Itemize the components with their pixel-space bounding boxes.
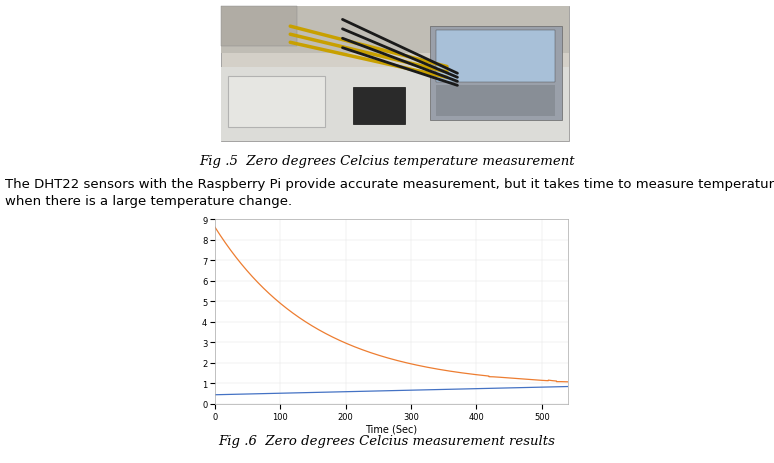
Text: Fig .6  Zero degrees Celcius measurement results: Fig .6 Zero degrees Celcius measurement … (218, 434, 556, 447)
Bar (221, 7, 569, 54)
Thermocouple (251, 391, 260, 397)
Thermocouple (563, 384, 573, 389)
Thermocouple (361, 388, 370, 394)
Bar (228, 77, 325, 128)
DHT22 (272, 297, 281, 303)
Bar (430, 27, 562, 121)
Text: when there is a large temperature change.: when there is a large temperature change… (5, 194, 292, 207)
Text: Fig .5  Zero degrees Celcius temperature measurement: Fig .5 Zero degrees Celcius temperature … (199, 155, 575, 168)
Thermocouple (519, 385, 528, 390)
Bar (221, 7, 297, 47)
Text: The DHT22 sensors with the Raspberry Pi provide accurate measurement, but it tak: The DHT22 sensors with the Raspberry Pi … (5, 178, 774, 191)
DHT22 (251, 277, 260, 283)
DHT22 (563, 379, 573, 385)
Bar (353, 88, 406, 125)
X-axis label: Time (Sec): Time (Sec) (365, 424, 417, 433)
Line: Thermocouple: Thermocouple (215, 387, 568, 395)
Bar (221, 7, 569, 141)
Bar (221, 67, 569, 141)
DHT22 (346, 343, 355, 348)
DHT22 (557, 379, 566, 385)
Thermocouple (346, 389, 355, 394)
Thermocouple (272, 391, 281, 396)
Thermocouple (211, 392, 220, 398)
Bar (437, 85, 555, 116)
DHT22 (211, 225, 220, 231)
Line: DHT22: DHT22 (215, 228, 568, 382)
Legend: Thermocouple, DHT22: Thermocouple, DHT22 (315, 460, 468, 463)
Bar (437, 31, 555, 82)
DHT22 (519, 376, 528, 382)
DHT22 (361, 348, 370, 354)
Thermocouple (557, 384, 566, 390)
